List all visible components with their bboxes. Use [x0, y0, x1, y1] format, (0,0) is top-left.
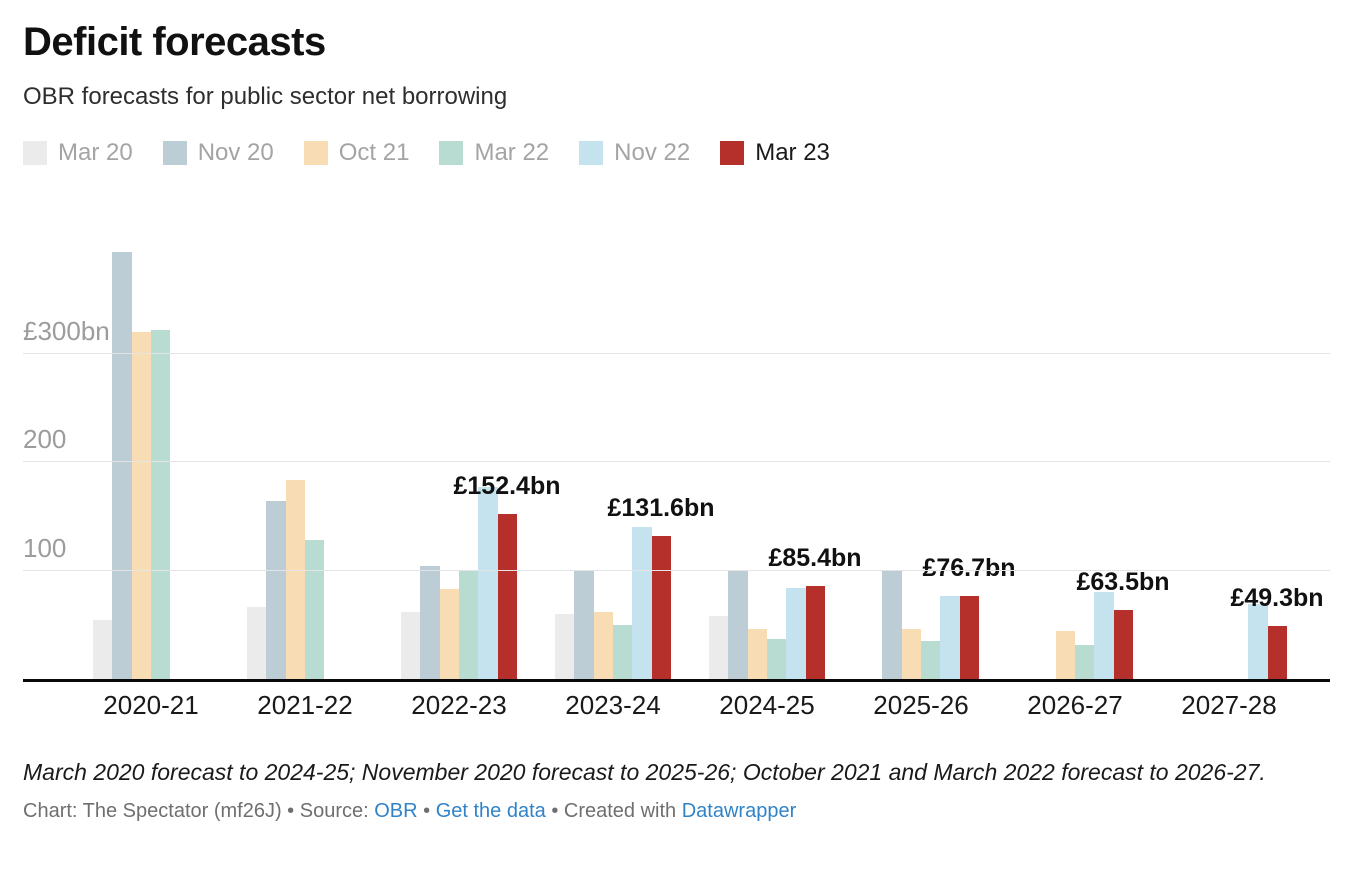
y-axis-tick-200: 200: [23, 424, 67, 454]
value-label-2027-28: £49.3bn: [1230, 583, 1324, 612]
bar-mar-22-2025-26: [920, 640, 941, 679]
bar-nov-22-2027-28: [1248, 603, 1268, 679]
bar-nov-22-2023-24: [632, 527, 652, 679]
legend-label-mar-22: Mar 22: [474, 139, 550, 166]
bar-oct-21-2024-25: [747, 628, 767, 679]
x-axis-label-2021-22: 2021-22: [257, 690, 353, 720]
bar-group-2027-28: £49.3bn: [1171, 209, 1324, 679]
legend-item-nov-20: Nov 20: [162, 139, 274, 167]
bar-mar-20-2021-22: [247, 606, 267, 679]
x-axis-label-2026-27: 2026-27: [1027, 690, 1123, 720]
bar-group-2026-27: £63.5bn: [1017, 209, 1170, 679]
bar-nov-20-2024-25: [728, 569, 748, 679]
legend-item-mar-20: Mar 20: [23, 139, 133, 167]
x-axis-label-2025-26: 2025-26: [873, 690, 969, 720]
legend-item-mar-22: Mar 22: [439, 139, 549, 167]
bar-oct-21-2025-26: [901, 628, 921, 679]
bar-mar-22-2023-24: [612, 624, 633, 679]
chart-card: Deficit forecasts OBR forecasts for publ…: [0, 20, 1358, 823]
x-axis-labels: 2020-21 2021-22 2022-23 2023-24 2024-25 2025-…: [93, 690, 1330, 721]
bar-mar-22-2020-21: [150, 329, 171, 679]
legend-item-oct-21: Oct 21: [303, 139, 410, 167]
legend-swatch-nov-20: [162, 141, 187, 165]
gridline-200: [23, 461, 1330, 462]
value-label-2026-27: £63.5bn: [1076, 568, 1170, 597]
bar-mar-20-2022-23: [401, 612, 421, 679]
bar-oct-21-2020-21: [131, 331, 151, 679]
bar-nov-22-2024-25: [786, 587, 806, 679]
datawrapper-link[interactable]: Datawrapper: [681, 800, 797, 822]
x-axis-label-2027-28: 2027-28: [1181, 690, 1277, 720]
bar-mar-22-2024-25: [766, 639, 787, 679]
y-axis-tick-100: 100: [23, 532, 67, 563]
chart-subtitle: OBR forecasts for public sector net borr…: [23, 83, 508, 110]
x-axis-label-2022-23: 2022-23: [411, 690, 507, 720]
legend-label-mar-23: Mar 23: [755, 139, 830, 166]
gridline-300: [23, 352, 1330, 354]
legend-swatch-mar-23: [720, 141, 745, 165]
value-label-2025-26: £76.7bn: [922, 553, 1016, 582]
x-axis-label-2024-25: 2024-25: [719, 690, 815, 720]
bar-mar-23-2025-26: [959, 595, 979, 679]
bar-nov-22-2022-23: [478, 486, 498, 679]
legend-swatch-nov-22: [579, 141, 604, 165]
bar-group-2024-25: £85.4bn: [709, 209, 862, 679]
bar-groups: £152.4bn £131.6bn £85.4bn £76.7bn £63.5bn £49…: [93, 209, 1324, 679]
value-label-2023-24: £131.6bn: [607, 494, 715, 523]
bar-mar-23-2027-28: [1267, 625, 1287, 679]
bar-oct-21-2023-24: [593, 612, 613, 679]
gridline-100: [23, 569, 1330, 571]
bar-mar-20-2020-21: [93, 619, 113, 679]
bar-mar-22-2026-27: [1074, 644, 1095, 679]
bar-mar-22-2021-22: [304, 540, 325, 679]
x-axis-label-2020-21: 2020-21: [103, 690, 199, 720]
value-label-2024-25: £85.4bn: [768, 544, 862, 573]
bar-mar-23-2022-23: [497, 513, 517, 679]
byline: Chart: The Spectator (mf26J) • Source: O…: [23, 800, 1330, 823]
legend-swatch-mar-20: [23, 141, 47, 165]
footnote: March 2020 forecast to 2024-25; November…: [23, 759, 1266, 785]
x-axis-label-2023-24: 2023-24: [565, 690, 661, 720]
bar-mar-22-2022-23: [458, 571, 479, 679]
bar-nov-20-2021-22: [266, 500, 286, 679]
bar-nov-20-2020-21: [112, 252, 132, 679]
byline-separator-1: •: [417, 800, 436, 822]
legend-label-oct-21: Oct 21: [338, 139, 410, 166]
legend-label-nov-22: Nov 22: [614, 139, 691, 166]
bar-nov-22-2025-26: [940, 595, 960, 679]
bar-nov-20-2022-23: [420, 565, 440, 679]
value-label-2022-23: £152.4bn: [453, 471, 561, 500]
y-axis-tick-300: £300bn: [23, 315, 110, 346]
legend: Mar 20 Nov 20 Oct 21 Mar 22 Nov 22 Mar 23: [23, 139, 1330, 167]
bar-mar-23-2024-25: [805, 586, 825, 679]
bar-group-2021-22: [247, 209, 363, 679]
bar-oct-21-2022-23: [439, 588, 459, 679]
legend-swatch-oct-21: [303, 141, 328, 165]
bar-mar-23-2023-24: [651, 536, 671, 679]
byline-prefix: Chart: The Spectator (mf26J) • Source:: [23, 800, 375, 822]
byline-separator-2: • Created with: [545, 800, 682, 822]
bar-group-2020-21: [93, 209, 209, 679]
bar-oct-21-2026-27: [1055, 631, 1075, 679]
bar-nov-20-2025-26: [882, 569, 902, 679]
bar-group-2022-23: £152.4bn: [401, 209, 561, 679]
legend-swatch-mar-22: [439, 141, 464, 165]
bar-oct-21-2021-22: [285, 480, 305, 679]
chart-title: Deficit forecasts: [23, 20, 326, 64]
source-link[interactable]: OBR: [374, 800, 418, 822]
legend-item-nov-22: Nov 22: [579, 139, 690, 167]
bar-nov-22-2026-27: [1094, 592, 1114, 679]
legend-item-mar-23: Mar 23: [720, 139, 830, 167]
plot-area: £152.4bn £131.6bn £85.4bn £76.7bn £63.5bn £49…: [23, 212, 1330, 682]
legend-label-nov-20: Nov 20: [197, 139, 274, 166]
bar-mar-20-2023-24: [555, 613, 575, 679]
bar-group-2025-26: £76.7bn: [863, 209, 1016, 679]
bar-mar-20-2024-25: [709, 616, 729, 679]
bar-nov-20-2023-24: [574, 569, 594, 679]
bar-mar-23-2026-27: [1113, 610, 1133, 679]
bar-group-2023-24: £131.6bn: [555, 209, 715, 679]
get-the-data-link[interactable]: Get the data: [435, 800, 546, 822]
legend-label-mar-20: Mar 20: [58, 139, 133, 166]
